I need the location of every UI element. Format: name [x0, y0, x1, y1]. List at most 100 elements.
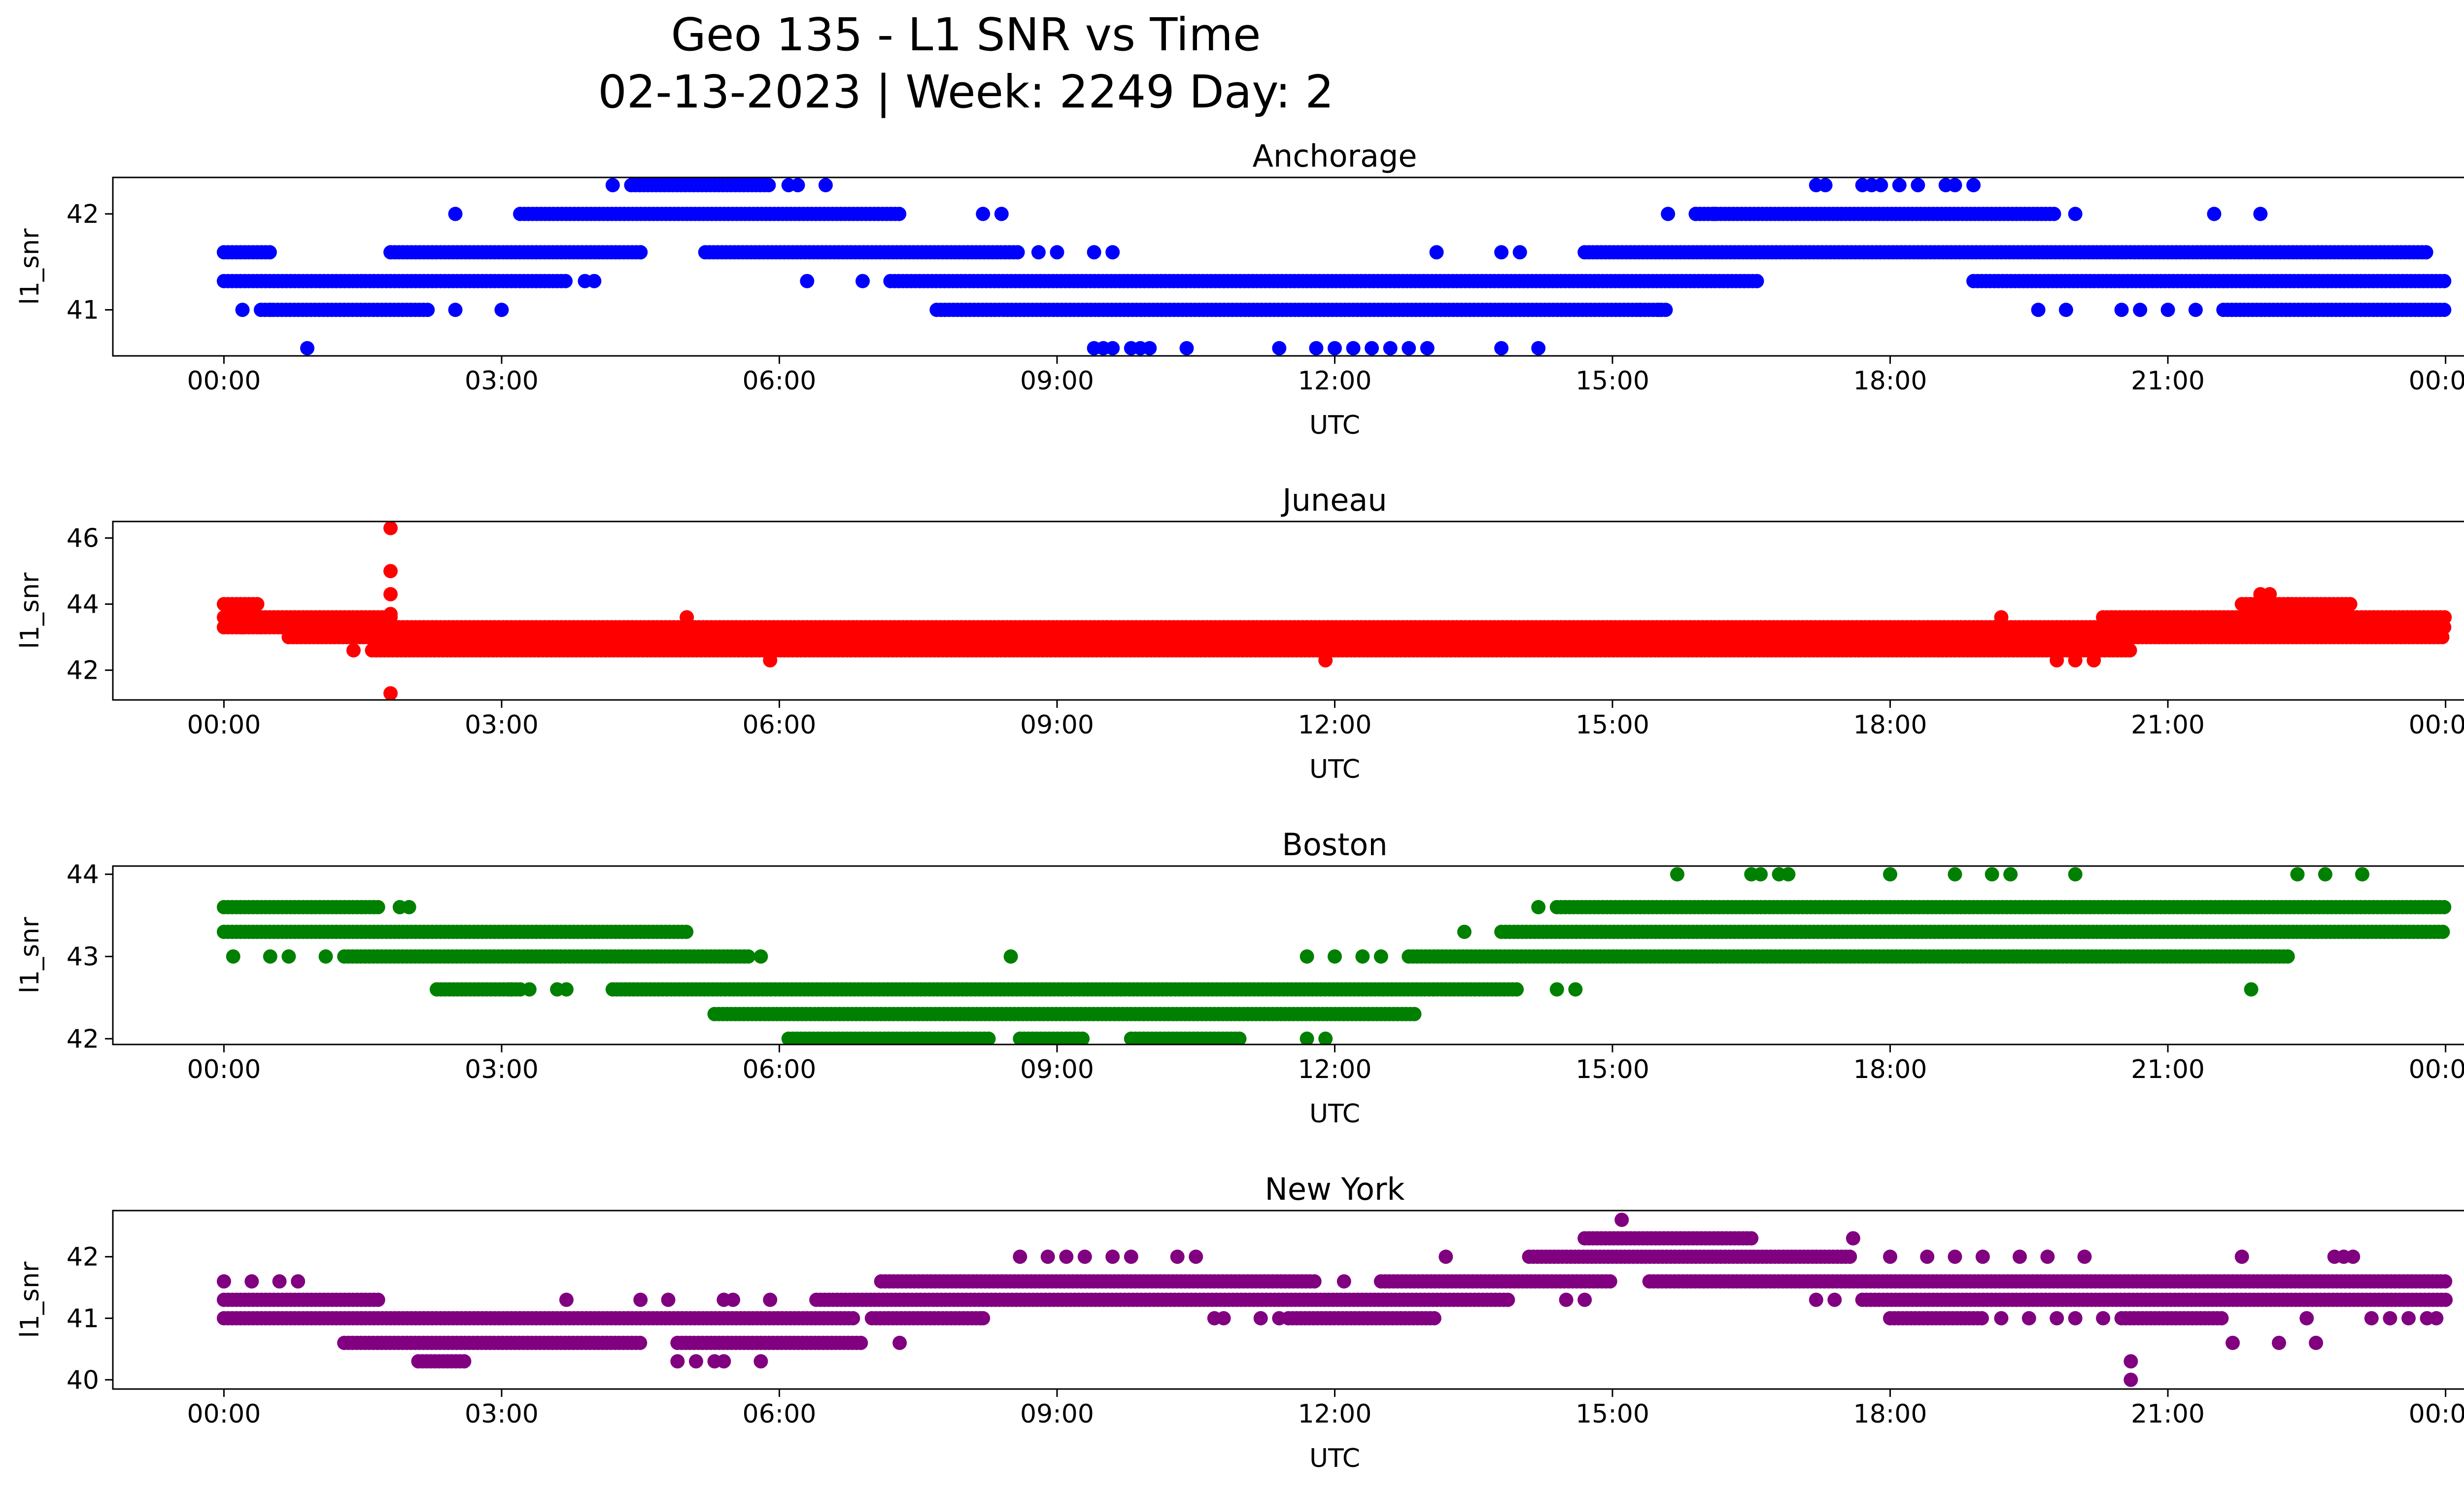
x-tick-label: 18:00 — [1853, 1055, 1927, 1084]
y-tick-label: 44 — [67, 860, 99, 890]
data-point — [2280, 949, 2295, 964]
data-point — [1346, 341, 1361, 355]
y-axis-label: l1_snr — [15, 572, 45, 649]
data-point — [262, 245, 277, 260]
data-point — [1531, 900, 1546, 914]
data-point — [522, 982, 537, 997]
data-point — [587, 274, 602, 288]
data-points — [216, 178, 2452, 355]
data-point — [2437, 274, 2452, 288]
y-tick-label: 42 — [67, 1024, 99, 1054]
data-point — [1087, 245, 1101, 260]
data-point — [2435, 630, 2450, 645]
data-point — [1407, 1007, 1422, 1021]
x-tick-label: 15:00 — [1575, 710, 1649, 740]
data-point — [1892, 178, 1907, 193]
data-point — [800, 274, 815, 288]
data-point — [1883, 867, 1897, 882]
data-point — [2188, 303, 2203, 317]
x-tick-label: 00:00 — [187, 710, 261, 740]
x-axis-label: UTC — [1309, 411, 1360, 440]
data-point — [263, 303, 277, 317]
data-point — [1509, 982, 1524, 997]
x-axis-label: UTC — [1309, 755, 1360, 784]
data-point — [1512, 245, 1527, 260]
data-point — [383, 686, 398, 700]
x-tick-label: 09:00 — [1020, 366, 1094, 396]
data-point — [1402, 341, 1416, 355]
data-points — [216, 522, 2452, 700]
data-point — [1105, 341, 1120, 355]
data-point — [1911, 178, 1925, 193]
data-point — [1373, 949, 1388, 964]
y-tick-label: 43 — [67, 942, 99, 972]
x-tick-label: 12:00 — [1298, 1055, 1372, 1084]
data-point — [420, 303, 435, 317]
data-point — [1328, 341, 1342, 355]
data-point — [504, 982, 518, 997]
data-point — [216, 620, 231, 634]
data-point — [1494, 341, 1509, 355]
x-tick-label: 00:00 — [2409, 366, 2464, 396]
x-axis-label: UTC — [1309, 1099, 1360, 1129]
data-point — [235, 303, 250, 317]
x-tick-label: 00:00 — [187, 1055, 261, 1084]
data-point — [1355, 949, 1370, 964]
x-tick-label: 03:00 — [465, 1055, 539, 1084]
data-point — [1300, 1031, 1314, 1044]
data-point — [1494, 245, 1509, 260]
data-point — [981, 1031, 996, 1044]
data-point — [1651, 303, 1666, 317]
data-point — [2262, 587, 2277, 601]
data-point — [1300, 949, 1314, 964]
figure-title-line-2: 02-13-2023 | Week: 2249 Day: 2 — [598, 66, 1334, 118]
x-tick-label: 18:00 — [1853, 366, 1927, 396]
data-point — [1707, 207, 1722, 221]
data-point — [2343, 597, 2358, 612]
data-point — [1948, 867, 1962, 882]
data-point — [605, 178, 620, 193]
data-points — [216, 1213, 2453, 1387]
data-point — [1307, 1274, 1322, 1289]
data-point — [263, 949, 277, 964]
x-tick-label: 15:00 — [1575, 1055, 1649, 1084]
x-tick-label: 21:00 — [2131, 710, 2205, 740]
data-point — [1105, 245, 1120, 260]
data-point — [383, 587, 398, 601]
data-point — [1142, 341, 1157, 355]
data-point — [1749, 274, 1764, 288]
data-point — [2244, 982, 2259, 997]
data-point — [2068, 207, 2083, 221]
data-point — [1179, 341, 1194, 355]
data-point — [1531, 341, 1546, 355]
data-point — [2160, 303, 2175, 317]
data-point — [250, 597, 265, 612]
data-point — [383, 564, 398, 579]
data-point — [892, 207, 907, 221]
data-point — [2207, 207, 2222, 221]
data-point — [1781, 867, 1796, 882]
data-point — [1688, 207, 1703, 221]
data-point — [2290, 867, 2305, 882]
data-point — [818, 178, 833, 193]
subplot-title: Anchorage — [1252, 138, 1417, 174]
data-point — [1010, 245, 1025, 260]
data-point — [2281, 597, 2295, 612]
data-point — [1050, 245, 1064, 260]
data-point — [1365, 341, 1379, 355]
data-point — [2068, 867, 2083, 882]
data-point — [383, 607, 398, 622]
data-point — [2003, 867, 2018, 882]
x-tick-label: 03:00 — [465, 710, 539, 740]
data-point — [2050, 653, 2064, 668]
x-tick-label: 12:00 — [1298, 366, 1372, 396]
data-point — [300, 341, 314, 355]
data-point — [346, 643, 361, 658]
x-tick-label: 12:00 — [1298, 710, 1372, 740]
data-point — [2114, 303, 2129, 317]
data-point — [2087, 653, 2101, 668]
y-tick-label: 41 — [67, 296, 99, 325]
